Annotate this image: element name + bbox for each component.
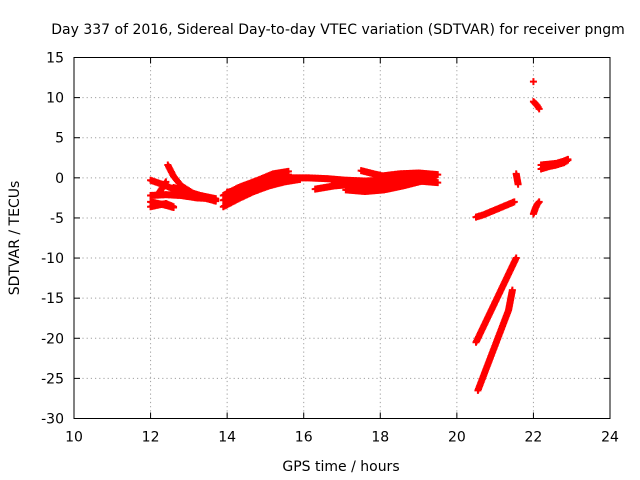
y-tick-labels: 15 10 5 0 -5 -10 -15 -20 -25 -30 (41, 51, 64, 428)
data-point (212, 195, 220, 203)
data-point (564, 155, 572, 163)
data-point (508, 286, 516, 294)
y-tick-label: 10 (46, 91, 64, 107)
data-point (434, 179, 442, 187)
x-tick-label: 16 (295, 430, 313, 446)
x-tick-label: 10 (65, 430, 83, 446)
x-axis-label: GPS time / hours (282, 459, 399, 475)
y-tick-label: -25 (41, 371, 64, 387)
x-tick-label: 18 (371, 430, 389, 446)
y-tick-label: -20 (41, 331, 64, 347)
data-point (162, 178, 170, 186)
x-tick-label: 20 (448, 430, 466, 446)
y-axis-label: SDTVAR / TECUs (7, 181, 23, 296)
x-tick-label: 12 (142, 430, 160, 446)
x-tick-label: 22 (525, 430, 543, 446)
data-point (434, 171, 442, 179)
data-point (510, 198, 518, 206)
y-tick-label: -10 (41, 251, 64, 267)
y-tick-label: 5 (55, 131, 64, 147)
x-tick-label: 24 (601, 430, 619, 446)
y-tick-label: 15 (46, 51, 64, 67)
axis-ticks (73, 57, 611, 419)
data-point (529, 78, 537, 86)
data-point (535, 198, 543, 206)
data-point (512, 254, 520, 262)
x-tick-label: 14 (218, 430, 236, 446)
x-tick-labels: 10 12 14 16 18 20 22 24 (65, 430, 619, 446)
y-tick-label: -15 (41, 291, 64, 307)
y-tick-label: 0 (55, 171, 64, 187)
plot-frame (73, 57, 611, 419)
chart-title: Day 337 of 2016, Sidereal Day-to-day VTE… (51, 22, 625, 38)
data-point (535, 105, 543, 113)
data-point (170, 203, 178, 211)
data-points (147, 78, 572, 394)
grid (74, 57, 610, 419)
y-tick-label: -5 (50, 211, 64, 227)
data-point (514, 180, 522, 188)
y-tick-label: -30 (41, 412, 64, 428)
